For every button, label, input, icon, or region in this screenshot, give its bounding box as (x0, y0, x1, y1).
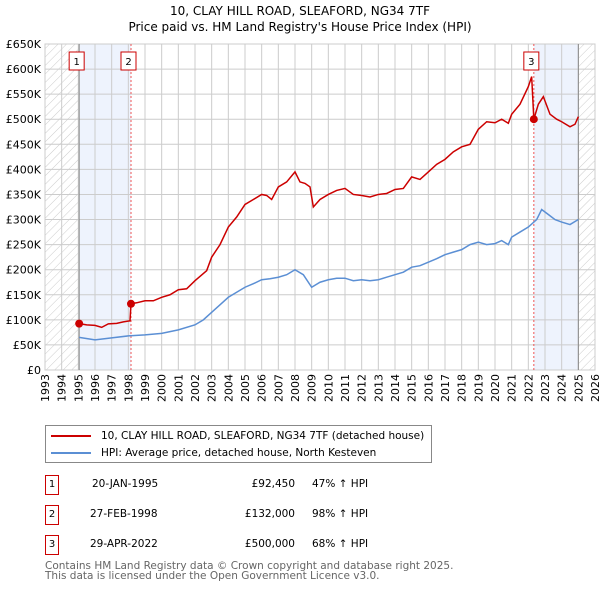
legend: 10, CLAY HILL ROAD, SLEAFORD, NG34 7TF (… (45, 425, 432, 463)
x-tick-label: 2010 (322, 374, 335, 402)
x-tick-label: 2007 (272, 374, 285, 402)
sale-marker-label: 3 (528, 57, 534, 68)
transaction-price: £92,450 (251, 478, 295, 490)
transaction-date: 29-APR-2022 (90, 538, 158, 550)
legend-item-hpi: HPI: Average price, detached house, Nort… (46, 445, 376, 461)
marker-badge: 1 (45, 475, 59, 495)
x-tick-label: 2004 (222, 374, 235, 402)
y-tick-label: £650K (6, 38, 42, 51)
transaction-row: 1 20-JAN-1995 £92,450 47% ↑ HPI (45, 475, 465, 497)
x-tick-label: 2025 (572, 374, 585, 402)
x-tick-label: 1997 (106, 374, 119, 402)
x-tick-label: 2020 (489, 374, 502, 402)
transaction-date: 27-FEB-1998 (90, 508, 158, 520)
sale-marker-box (523, 51, 540, 71)
x-tick-label: 2023 (539, 374, 552, 402)
y-tick-label: £550K (6, 88, 42, 101)
footer-line: This data is licensed under the Open Gov… (45, 570, 380, 582)
x-tick-label: 2024 (556, 374, 569, 402)
x-tick-label: 2003 (206, 374, 219, 402)
hatched-region (578, 44, 595, 370)
x-tick-label: 1998 (122, 374, 135, 402)
x-tick-label: 1994 (56, 374, 69, 402)
x-tick-label: 2017 (439, 374, 452, 402)
series-line (79, 208, 579, 341)
x-tick-label: 2013 (372, 374, 385, 402)
x-tick-label: 1999 (139, 374, 152, 402)
y-tick-label: £450K (6, 138, 42, 151)
x-tick-label: 2005 (239, 374, 252, 402)
y-tick-label: £500K (6, 113, 42, 126)
x-tick-label: 2006 (256, 374, 269, 402)
y-tick-label: £400K (6, 163, 42, 176)
x-tick-label: 2026 (589, 374, 600, 402)
y-tick-label: £350K (6, 188, 42, 201)
x-tick-label: 2001 (172, 374, 185, 402)
sale-marker-label: 2 (125, 57, 131, 68)
sale-marker-box (68, 51, 85, 71)
y-tick-label: £300K (6, 214, 42, 227)
x-tick-label: 1993 (39, 374, 52, 402)
x-tick-label: 2016 (422, 374, 435, 402)
shaded-region (79, 44, 131, 370)
x-tick-label: 2000 (156, 374, 169, 402)
y-tick-label: £200K (6, 264, 42, 277)
y-tick-label: £600K (6, 63, 42, 76)
legend-label: HPI: Average price, detached house, Nort… (101, 447, 377, 459)
chart-subtitle: Price paid vs. HM Land Registry's House … (128, 20, 472, 34)
series-line (79, 76, 580, 329)
footer-line: Contains HM Land Registry data © Crown c… (45, 560, 454, 572)
x-tick-label: 2019 (472, 374, 485, 402)
transaction-price: £500,000 (244, 538, 295, 550)
transaction-date: 20-JAN-1995 (92, 478, 159, 490)
x-tick-label: 1995 (72, 374, 85, 402)
x-tick-label: 2018 (456, 374, 469, 402)
transaction-row: 2 27-FEB-1998 £132,000 98% ↑ HPI (45, 505, 465, 527)
x-tick-label: 2002 (189, 374, 202, 402)
x-tick-label: 2015 (406, 374, 419, 402)
x-tick-label: 2008 (289, 374, 302, 402)
x-tick-label: 2012 (356, 374, 369, 402)
legend-line-blue (51, 452, 91, 454)
y-tick-label: £150K (6, 289, 42, 302)
shaded-region (533, 44, 579, 370)
marker-badge: 3 (45, 535, 59, 555)
x-tick-label: 2014 (389, 374, 402, 402)
sale-marker-label: 1 (73, 57, 79, 68)
transaction-hpi: 68% ↑ HPI (312, 538, 369, 550)
y-tick-label: £250K (6, 239, 42, 252)
transaction-price: £132,000 (244, 508, 295, 520)
x-tick-label: 2021 (506, 374, 519, 402)
chart-title: 10, CLAY HILL ROAD, SLEAFORD, NG34 7TF (170, 4, 430, 18)
x-tick-label: 1996 (89, 374, 102, 402)
x-tick-label: 2022 (522, 374, 535, 402)
x-tick-label: 2011 (339, 374, 352, 402)
y-tick-label: £50K (13, 339, 42, 352)
y-tick-label: £0 (27, 364, 41, 377)
legend-label: 10, CLAY HILL ROAD, SLEAFORD, NG34 7TF (… (101, 430, 425, 442)
sale-point (529, 115, 538, 124)
marker-badge: 2 (45, 505, 59, 525)
x-tick-label: 2009 (306, 374, 319, 402)
legend-line-red (51, 435, 91, 437)
sale-point (75, 319, 84, 328)
footer: Contains HM Land Registry data © Crown c… (45, 560, 454, 582)
transaction-row: 3 29-APR-2022 £500,000 68% ↑ HPI (45, 535, 465, 557)
transaction-hpi: 98% ↑ HPI (312, 508, 369, 520)
sale-point (127, 299, 135, 308)
price-chart: 1993 1994 1995 1996 1997 1998 1999 2000 2001 2002… (6, 38, 600, 402)
y-tick-label: £100K (6, 314, 42, 327)
legend-item-property: 10, CLAY HILL ROAD, SLEAFORD, NG34 7TF (… (46, 428, 424, 444)
transaction-hpi: 47% ↑ HPI (312, 478, 369, 490)
sale-marker-box (120, 51, 137, 71)
plot-border (44, 43, 596, 371)
